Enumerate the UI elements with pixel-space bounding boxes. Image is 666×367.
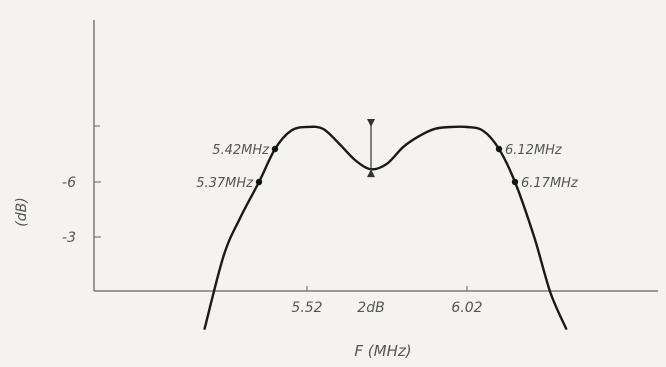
annotation-point: [495, 145, 503, 153]
ripple-label: 2dB: [357, 300, 384, 316]
x-tick-label: 5.52: [291, 300, 322, 316]
ripple-marker: 2dB: [357, 119, 385, 316]
y-tick-label: -3: [62, 230, 76, 246]
x-tick-label: 6.02: [451, 300, 482, 316]
annotation-point: [271, 145, 279, 153]
y-axis-label: (dB): [14, 197, 30, 226]
axes: [93, 20, 658, 292]
annotation-label: 6.12MHz: [505, 143, 563, 158]
annotation-point: [255, 178, 263, 186]
annotations: 5.37MHz 5.42MHz 6.17MHz 6.12MHz: [196, 143, 579, 191]
ticks: -6 -3 5.52 6.02: [62, 175, 483, 316]
annotation-label: 5.42MHz: [212, 143, 270, 158]
y-tick-label: -6: [62, 175, 76, 191]
x-axis-label: F (MHz): [354, 342, 411, 360]
annotation-label: 5.37MHz: [196, 176, 254, 191]
ripple-arrow-head-up: [367, 169, 375, 178]
ripple-arrow-head-down: [367, 119, 375, 128]
annotation-point: [511, 178, 519, 186]
response-curve: [203, 125, 568, 330]
annotation-label: 6.17MHz: [521, 176, 579, 191]
